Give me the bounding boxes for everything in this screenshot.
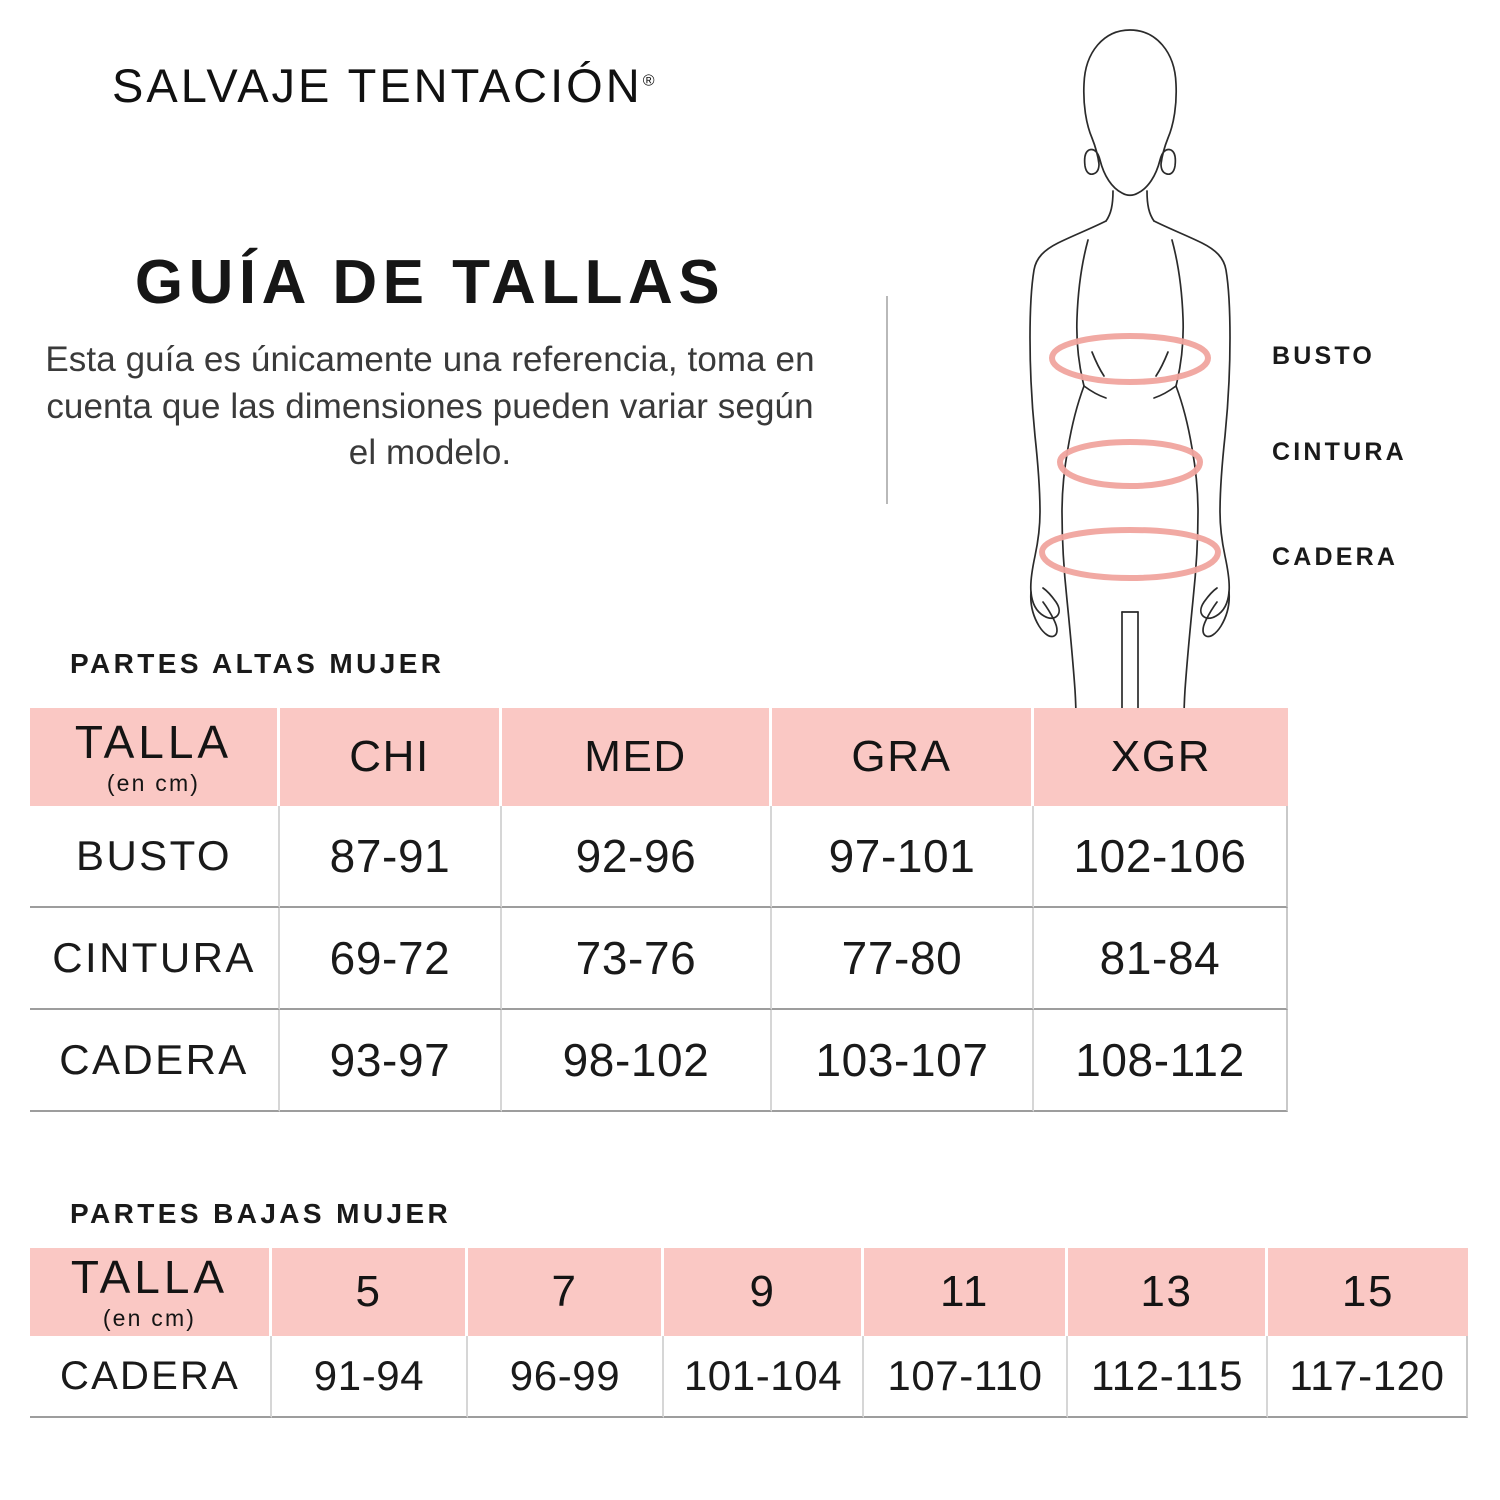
cell-cadera-med: 98-102: [502, 1010, 772, 1112]
cell-busto-chi: 87-91: [280, 806, 502, 908]
header-cell-xgr: XGR: [1034, 708, 1288, 806]
header-cell-gra: GRA: [772, 708, 1034, 806]
cell-cadera-7: 96-99: [468, 1336, 664, 1418]
cell-cintura-med: 73-76: [502, 908, 772, 1010]
header-cell-size-13: 13: [1068, 1248, 1268, 1336]
measurement-bands: [1038, 332, 1222, 582]
cell-cadera-5: 91-94: [272, 1336, 468, 1418]
table-row: BUSTO 87-91 92-96 97-101 102-106: [30, 806, 1288, 908]
header-cell-size-5: 5: [272, 1248, 468, 1336]
cell-cintura-chi: 69-72: [280, 908, 502, 1010]
cell-cintura-gra: 77-80: [772, 908, 1034, 1010]
row-label-busto: BUSTO: [30, 806, 280, 908]
talla-label: TALLA: [74, 716, 233, 768]
cell-cadera-gra: 103-107: [772, 1010, 1034, 1112]
table-header-row: TALLA (en cm) 5 7 9 11 13 15: [30, 1248, 1468, 1336]
table-row: CADERA 93-97 98-102 103-107 108-112: [30, 1010, 1288, 1112]
size-table-partes-altas: TALLA (en cm) CHI MED GRA XGR BUSTO 87-9…: [30, 708, 1288, 1112]
body-figure-illustration: [980, 0, 1280, 721]
talla-label: TALLA: [70, 1251, 229, 1303]
female-silhouette-icon: [1029, 29, 1231, 721]
intro-description: Esta guía es únicamente una referencia, …: [45, 340, 815, 473]
cell-cintura-xgr: 81-84: [1034, 908, 1288, 1010]
section-caption-partes-bajas: PARTES BAJAS MUJER: [70, 1198, 452, 1229]
header-cell-med: MED: [502, 708, 772, 806]
table-header-row: TALLA (en cm) CHI MED GRA XGR: [30, 708, 1288, 806]
talla-unit-note: (en cm): [106, 770, 201, 796]
header-cell-size-15: 15: [1268, 1248, 1468, 1336]
header-cell-chi: CHI: [280, 708, 502, 806]
measure-label-cintura: CINTURA: [1272, 438, 1407, 466]
row-label-cadera: CADERA: [30, 1336, 272, 1418]
cell-cadera-15: 117-120: [1268, 1336, 1468, 1418]
brand-logo: SALVAJE TENTACIÓN®: [112, 58, 654, 113]
table-row: CADERA 91-94 96-99 101-104 107-110 112-1…: [30, 1336, 1468, 1418]
intro-block: GUÍA DE TALLAS Esta guía es únicamente u…: [30, 250, 830, 477]
table-row: CINTURA 69-72 73-76 77-80 81-84: [30, 908, 1288, 1010]
cell-busto-gra: 97-101: [772, 806, 1034, 908]
cell-cadera-chi: 93-97: [280, 1010, 502, 1112]
page-title: GUÍA DE TALLAS: [134, 248, 726, 317]
header-cell-talla: TALLA (en cm): [30, 1248, 272, 1336]
header-cell-size-11: 11: [864, 1248, 1068, 1336]
cell-busto-med: 92-96: [502, 806, 772, 908]
header-cell-talla: TALLA (en cm): [30, 708, 280, 806]
measure-label-cadera: CADERA: [1272, 543, 1399, 571]
cell-cadera-9: 101-104: [664, 1336, 864, 1418]
talla-unit-note: (en cm): [102, 1305, 197, 1331]
cell-busto-xgr: 102-106: [1034, 806, 1288, 908]
row-label-cintura: CINTURA: [30, 908, 280, 1010]
cell-cadera-13: 112-115: [1068, 1336, 1268, 1418]
header-cell-size-9: 9: [664, 1248, 864, 1336]
measurement-label-group: BUSTO CINTURA CADERA: [1272, 0, 1492, 720]
cell-cadera-xgr: 108-112: [1034, 1010, 1288, 1112]
brand-name: SALVAJE TENTACIÓN: [112, 59, 643, 112]
measure-label-busto: BUSTO: [1272, 342, 1376, 370]
vertical-divider: [886, 296, 888, 504]
size-table-partes-bajas: TALLA (en cm) 5 7 9 11 13 15 CADERA 91-9…: [30, 1248, 1468, 1418]
row-label-cadera: CADERA: [30, 1010, 280, 1112]
section-caption-partes-altas: PARTES ALTAS MUJER: [70, 648, 445, 679]
registered-trademark-icon: ®: [642, 72, 655, 90]
cell-cadera-11: 107-110: [864, 1336, 1068, 1418]
header-cell-size-7: 7: [468, 1248, 664, 1336]
